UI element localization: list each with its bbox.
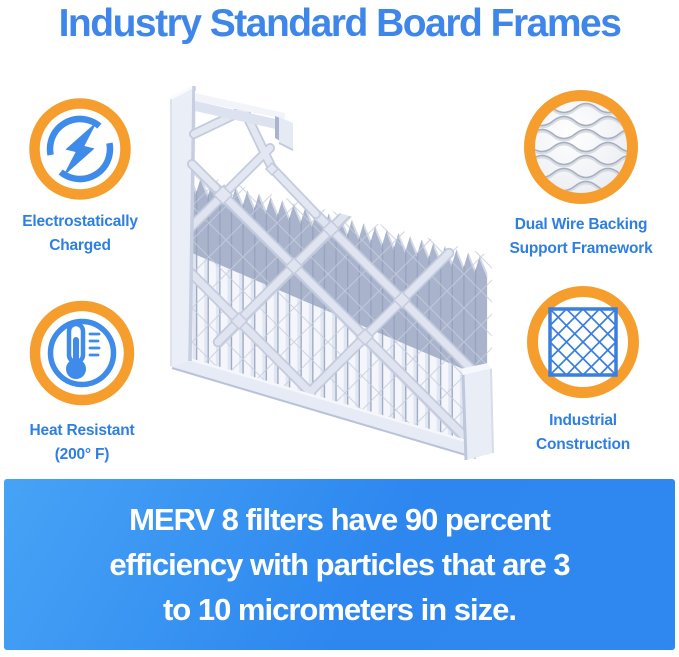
feature-label-line: Electrostatically [22, 213, 138, 230]
feature-label-line: Support Framework [509, 240, 653, 257]
banner-text-line: MERV 8 filters have 90 percent [129, 502, 551, 537]
banner-text-line: efficiency with particles that are 3 [109, 547, 570, 582]
feature-label: Dual Wire Backing Support Framework [509, 213, 652, 261]
feature-dual-wire: Dual Wire Backing Support Framework [498, 90, 664, 261]
feature-label: Industrial Construction [536, 409, 630, 457]
air-filter-product-image [158, 72, 503, 472]
feature-electrostatic: Electrostatically Charged [0, 97, 160, 258]
feature-label-line: (200° F) [54, 446, 110, 463]
feature-label-line: Charged [49, 237, 111, 254]
banner-text-line: to 10 micrometers in size. [162, 592, 517, 627]
feature-label: Heat Resistant (200° F) [30, 419, 135, 467]
feature-label: Electrostatically Charged [22, 210, 138, 258]
banner: MERV 8 filters have 90 percent efficienc… [4, 479, 675, 650]
feature-label-line: Construction [535, 436, 631, 453]
feature-label-line: Industrial [549, 412, 617, 429]
air-filter-illustration [169, 84, 494, 461]
page-title: Industry Standard Board Frames [58, 2, 622, 45]
feature-heat-resistant: Heat Resistant (200° F) [2, 299, 162, 467]
lightning-bolt-icon [29, 98, 131, 200]
feature-label-line: Dual Wire Backing [514, 216, 648, 233]
thermometer-icon [29, 300, 135, 406]
lattice-grid-icon [527, 286, 639, 398]
feature-label-line: Heat Resistant [29, 422, 135, 439]
feature-industrial: Industrial Construction [500, 286, 666, 457]
wire-mesh-icon [524, 90, 638, 204]
